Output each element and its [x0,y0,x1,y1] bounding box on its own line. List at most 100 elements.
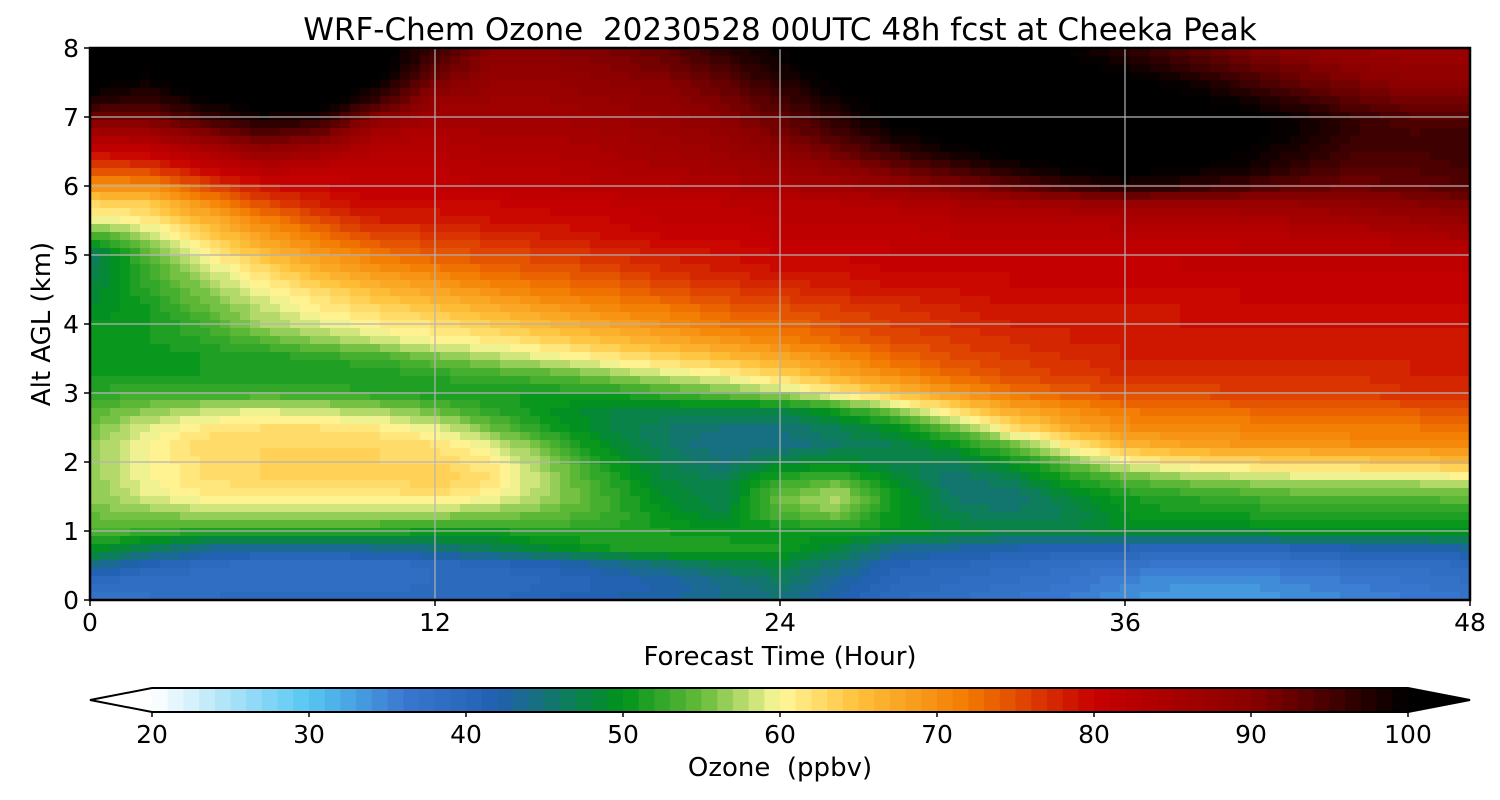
heatmap-cell [1000,192,1011,201]
heatmap-cell [960,168,971,177]
heatmap-cell [330,168,341,177]
heatmap-cell [340,288,351,297]
heatmap-cell [240,184,251,193]
heatmap-cell [720,144,731,153]
heatmap-cell [1390,272,1401,281]
heatmap-cell [1430,256,1441,265]
heatmap-cell [1230,216,1241,225]
heatmap-cell [550,192,561,201]
heatmap-cell [530,160,541,169]
heatmap-cell [1460,88,1470,97]
heatmap-cell [760,152,771,161]
heatmap-cell [460,64,471,73]
heatmap-cell [1230,128,1241,137]
heatmap-cell [770,208,781,217]
heatmap-cell [1080,288,1091,297]
heatmap-cell [740,48,751,57]
heatmap-cell [1250,208,1261,217]
heatmap-cell [690,120,701,129]
heatmap-cell [1040,56,1051,65]
heatmap-cell [250,256,261,265]
heatmap-cell [200,152,211,161]
heatmap-cell [950,264,961,273]
heatmap-cell [560,88,571,97]
heatmap-cell [1230,248,1241,257]
heatmap-cell [1080,176,1091,185]
heatmap-cell [140,248,151,257]
heatmap-cell [120,280,131,289]
heatmap-cell [480,304,491,313]
heatmap-cell [780,184,791,193]
heatmap-cell [160,168,171,177]
heatmap-cell [180,184,191,193]
heatmap-cell [970,120,981,129]
heatmap-cell [890,208,901,217]
heatmap-cell [120,88,131,97]
heatmap-cell [1090,224,1101,233]
heatmap-cell [750,80,761,89]
heatmap-cell [900,272,911,281]
heatmap-cell [1410,80,1421,89]
heatmap-cell [1300,280,1311,289]
heatmap-cell [440,144,451,153]
heatmap-cell [1390,264,1401,273]
heatmap-cell [960,128,971,137]
heatmap-cell [880,152,891,161]
heatmap-cell [1130,272,1141,281]
heatmap-cell [360,232,371,241]
heatmap-cell [1390,48,1401,57]
heatmap-cell [1020,264,1031,273]
heatmap-cell [1230,328,1241,337]
heatmap-cell [1250,48,1261,57]
heatmap-cell [650,144,661,153]
heatmap-cell [220,96,231,105]
heatmap-cell [1280,128,1291,137]
heatmap-cell [620,64,631,73]
heatmap-cell [370,160,381,169]
heatmap-cell [140,136,151,145]
heatmap-cell [520,312,531,321]
heatmap-cell [220,48,231,57]
heatmap-cell [910,256,921,265]
heatmap-cell [480,96,491,105]
heatmap-cell [270,288,281,297]
heatmap-cell [980,144,991,153]
heatmap-cell [1000,64,1011,73]
heatmap-cell [1380,56,1391,65]
heatmap-cell [350,200,361,209]
heatmap-cell [1320,256,1331,265]
heatmap-cell [510,256,521,265]
heatmap-cell [780,208,791,217]
heatmap-cell [400,160,411,169]
heatmap-cell [110,272,121,281]
heatmap-cell [1310,216,1321,225]
heatmap-cell [1210,248,1221,257]
heatmap-cell [390,112,401,121]
heatmap-cell [790,328,801,337]
heatmap-cell [880,168,891,177]
heatmap-cell [450,136,461,145]
heatmap-cell [1260,64,1271,73]
heatmap-cell [1020,240,1031,249]
heatmap-cell [680,56,691,65]
heatmap-cell [1190,240,1201,249]
heatmap-cell [1450,232,1461,241]
heatmap-cell [1290,232,1301,241]
heatmap-cell [210,256,221,265]
heatmap-cell [540,152,551,161]
heatmap-cell [360,264,371,273]
heatmap-cell [1280,184,1291,193]
heatmap-cell [520,192,531,201]
heatmap-cell [870,120,881,129]
heatmap-cell [1220,56,1231,65]
heatmap-cell [1010,96,1021,105]
heatmap-cell [1310,96,1321,105]
heatmap-cell [600,304,611,313]
heatmap-cell [290,120,301,129]
heatmap-cell [170,64,181,73]
heatmap-cell [610,48,621,57]
heatmap-cell [710,232,721,241]
heatmap-cell [970,200,981,209]
heatmap-cell [1430,328,1441,337]
heatmap-cell [900,104,911,113]
